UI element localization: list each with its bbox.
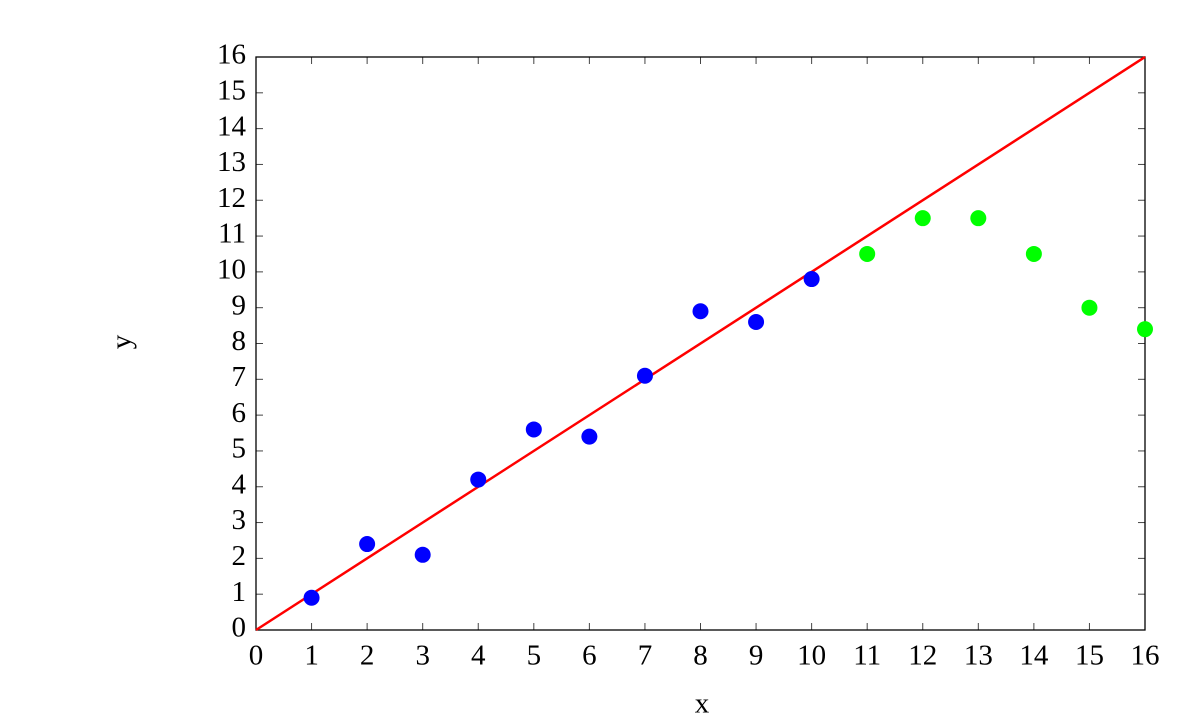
x-tick-label: 5	[527, 640, 542, 672]
data-point	[525, 421, 542, 438]
y-tick-label: 14	[217, 110, 247, 142]
x-tick-label: 3	[415, 640, 430, 672]
data-point	[970, 210, 987, 227]
y-tick-label: 7	[232, 361, 247, 393]
data-point	[859, 245, 876, 262]
y-tick-label: 12	[217, 182, 246, 214]
y-tick-label: 5	[232, 433, 247, 465]
y-tick-label: 4	[232, 468, 247, 500]
data-point	[692, 303, 709, 320]
data-point	[803, 271, 820, 288]
data-point	[1081, 299, 1098, 316]
data-point	[414, 546, 431, 563]
data-point	[1137, 321, 1153, 338]
x-tick-label: 0	[249, 640, 264, 672]
x-axis-label: x	[695, 688, 710, 720]
data-point	[359, 536, 376, 553]
y-tick-label: 8	[232, 325, 247, 357]
y-tick-label: 10	[217, 254, 246, 286]
y-tick-label: 16	[217, 39, 246, 71]
x-tick-label: 2	[360, 640, 375, 672]
x-tick-label: 16	[1131, 640, 1160, 672]
y-tick-label: 9	[232, 289, 247, 321]
y-tick-label: 6	[232, 397, 247, 429]
y-tick-label: 11	[218, 218, 246, 250]
x-tick-label: 9	[749, 640, 764, 672]
x-tick-label: 6	[582, 640, 597, 672]
y-tick-label: 0	[232, 612, 247, 644]
y-tick-label: 13	[217, 146, 246, 178]
plot-frame	[255, 56, 1146, 631]
data-point	[914, 210, 931, 227]
y-tick-label: 3	[232, 504, 247, 536]
x-tick-label: 15	[1075, 640, 1104, 672]
data-point	[303, 589, 320, 606]
x-tick-label: 10	[797, 640, 826, 672]
data-point	[581, 428, 598, 445]
y-tick-label: 2	[232, 540, 247, 572]
data-point	[748, 314, 765, 331]
x-tick-label: 7	[638, 640, 653, 672]
x-tick-label: 4	[471, 640, 486, 672]
y-axis-label: y	[106, 334, 138, 349]
data-point	[470, 471, 487, 488]
y-tick-label: 15	[217, 74, 246, 106]
x-tick-label: 13	[964, 640, 993, 672]
y-tick-label: 1	[232, 576, 247, 608]
trend-line	[255, 55, 1146, 632]
x-tick-label: 11	[853, 640, 881, 672]
x-tick-label: 14	[1019, 640, 1049, 672]
x-tick-label: 12	[908, 640, 937, 672]
data-point	[636, 367, 653, 384]
data-point	[1025, 245, 1042, 262]
x-tick-label: 1	[304, 640, 319, 672]
x-tick-label: 8	[693, 640, 708, 672]
